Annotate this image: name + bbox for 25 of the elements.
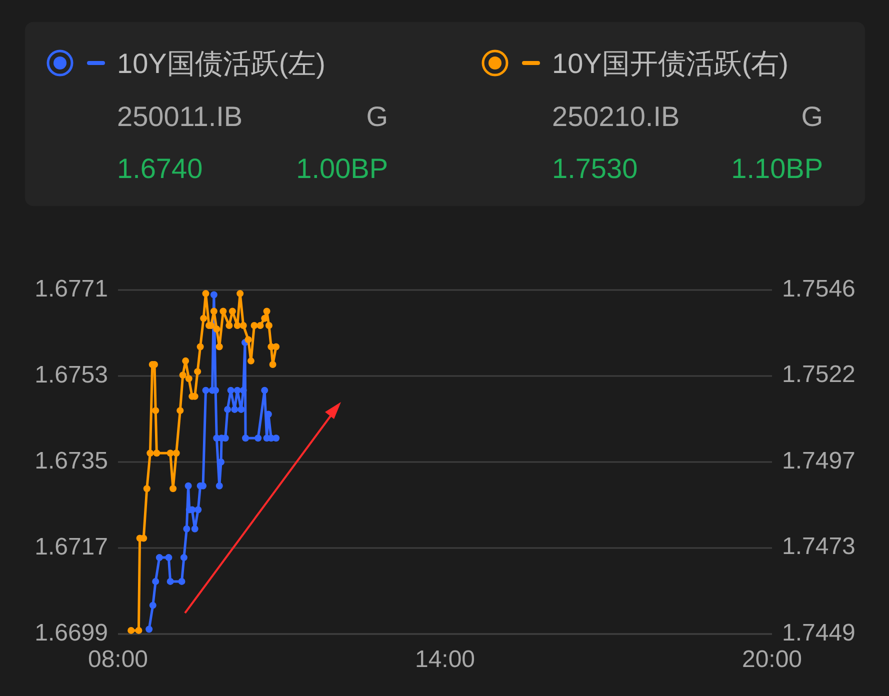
- text: 250011.IB: [117, 101, 243, 132]
- x-tick-label: 14:00: [414, 646, 476, 673]
- y-tick-label: 1.6753: [34, 361, 108, 388]
- legend-item: 10Y国债活跃(左): [46, 48, 326, 79]
- text: G: [801, 101, 823, 132]
- legend-item: 10Y国开债活跃(右): [482, 48, 788, 79]
- text: 1.00BP: [296, 153, 388, 184]
- y-tick-label: 1.6771: [34, 275, 108, 302]
- y2-tick-label: 1.7522: [782, 361, 856, 388]
- text: 250210.IB: [552, 101, 680, 132]
- text: 1.7530: [552, 153, 638, 184]
- text: 1.10BP: [731, 153, 823, 184]
- legend-label: 10Y国债活跃(左): [117, 48, 326, 79]
- y2-tick-label: 1.7449: [782, 619, 856, 646]
- x-tick-label: 20:00: [742, 646, 802, 673]
- x-tick-label: 08:00: [88, 646, 148, 673]
- legend-label: 10Y国开债活跃(右): [552, 48, 788, 79]
- text: G: [366, 101, 388, 132]
- y2-tick-label: 1.7546: [782, 275, 856, 302]
- y-tick-label: 1.6735: [34, 447, 108, 474]
- y2-tick-label: 1.7497: [782, 447, 856, 474]
- y2-tick-label: 1.7473: [782, 533, 856, 560]
- y-tick-label: 1.6717: [34, 533, 108, 560]
- text: 1.6740: [117, 153, 203, 184]
- y-tick-label: 1.6699: [34, 619, 108, 646]
